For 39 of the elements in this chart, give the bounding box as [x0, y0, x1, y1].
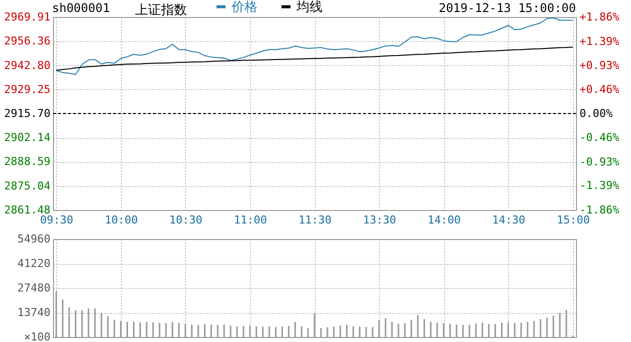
y-tick-label: 13740	[17, 306, 50, 319]
y-tick-label: 2902.14	[4, 131, 51, 144]
y2-tick-label: +0.46%	[580, 83, 620, 96]
x-tick-label: 10:00	[104, 214, 138, 226]
x-tick-label: 14:00	[428, 214, 461, 226]
x-tick-label: 10:30	[169, 214, 202, 226]
y-tick-label: 54960	[17, 232, 50, 246]
y2-tick-label: +0.93%	[580, 58, 620, 72]
y2-tick-label: -0.46%	[580, 130, 620, 144]
y2-tick-label: +1.39%	[580, 34, 620, 48]
y2-tick-label: 0.00%	[580, 107, 613, 120]
y2-tick-label: +1.86%	[580, 10, 620, 24]
chart-title: 上证指数	[135, 2, 187, 19]
y-tick-label: 2942.80	[4, 58, 50, 72]
text: sh000001	[52, 1, 110, 15]
y-tick-label: 41220	[17, 257, 50, 270]
line-series	[56, 46, 574, 71]
x-tick-label: 11:30	[298, 214, 332, 226]
y2-tick-label: -1.39%	[580, 179, 620, 192]
y-tick-label: 2915.70	[4, 106, 50, 120]
y-tick-label: 2888.59	[4, 155, 50, 168]
x-tick-label: 09:30	[40, 214, 74, 226]
y-tick-label: 2929.25	[4, 82, 50, 96]
y-axis-title: ×100	[24, 330, 50, 342]
x-tick-label: 15:00	[556, 214, 590, 226]
y2-tick-label: -0.93%	[580, 155, 620, 168]
y2-tick-label: -1.86%	[580, 204, 620, 216]
y-tick-label: 2956.36	[4, 34, 50, 48]
text: 2019-12-13 15:00:00	[438, 1, 576, 15]
line-series	[56, 17, 574, 76]
legend-label: 均线	[296, 0, 322, 15]
x-tick-label: 13:30	[363, 214, 396, 226]
y-tick-label: 2861.48	[4, 204, 50, 216]
legend-label: 价格	[230, 0, 258, 15]
y-tick-label: 2969.91	[4, 10, 50, 24]
x-tick-label: 11:00	[234, 214, 267, 226]
y-tick-label: 2875.04	[4, 179, 51, 192]
x-tick-label: 14:30	[492, 214, 526, 226]
y-tick-label: 27480	[17, 282, 50, 294]
